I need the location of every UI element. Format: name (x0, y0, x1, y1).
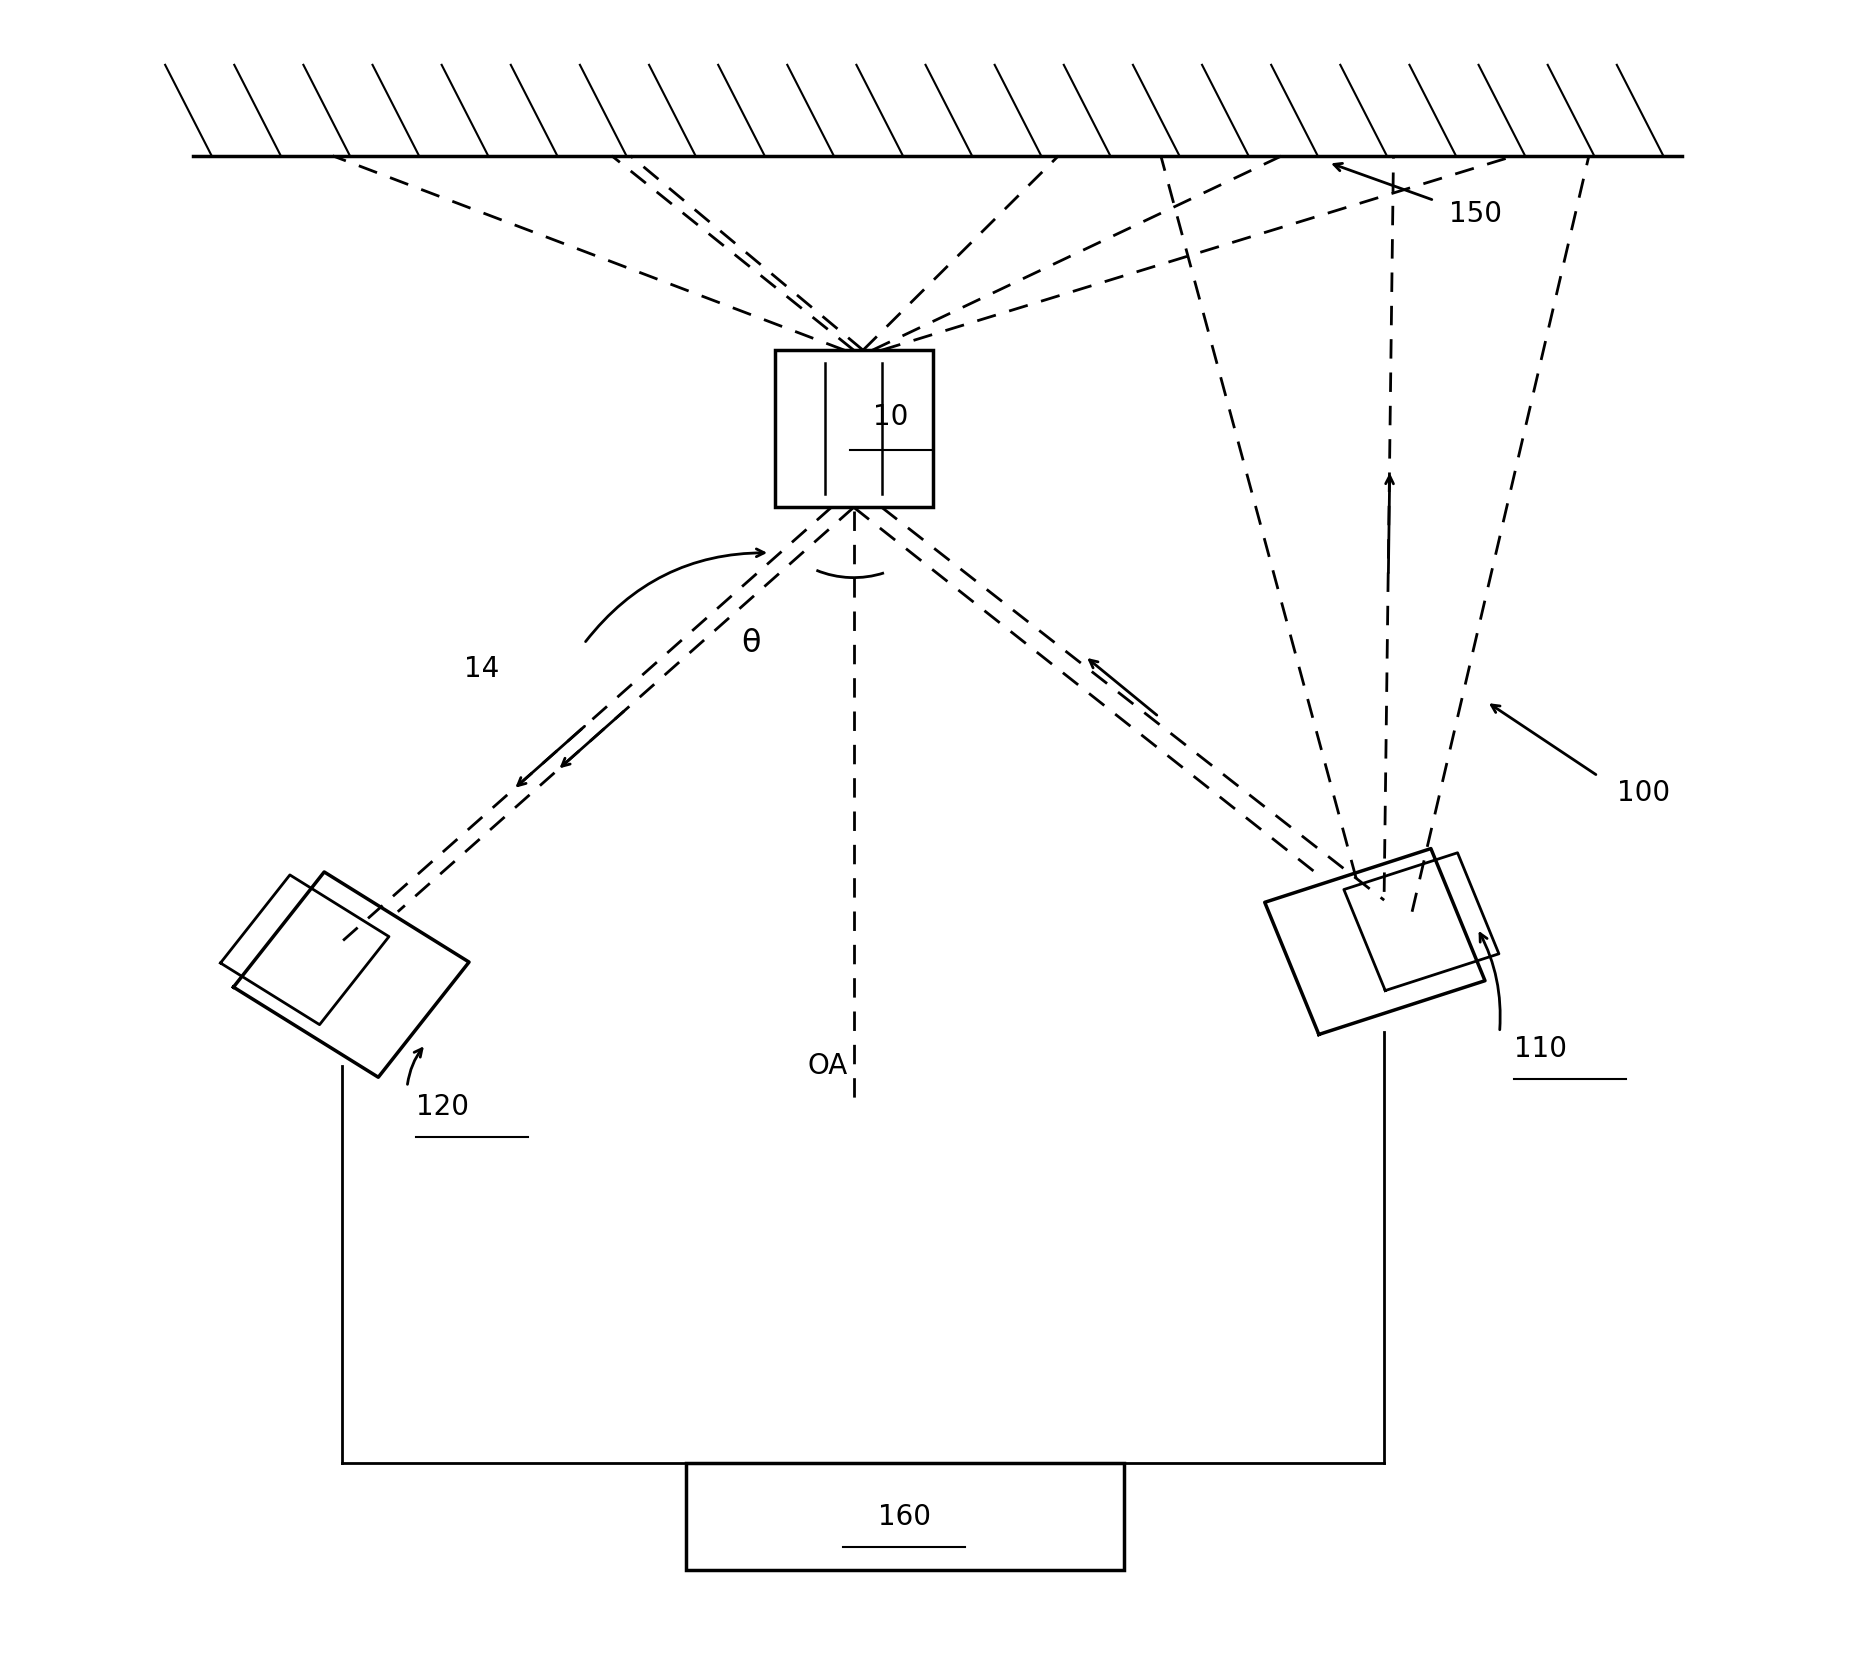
Text: 120: 120 (416, 1093, 469, 1121)
Text: 10: 10 (874, 404, 909, 430)
Text: θ: θ (742, 629, 761, 659)
Text: 100: 100 (1616, 779, 1671, 807)
Text: 150: 150 (1449, 200, 1502, 229)
Text: OA: OA (808, 1051, 848, 1079)
Text: 160: 160 (878, 1503, 930, 1531)
FancyArrowPatch shape (1333, 163, 1432, 200)
Text: 110: 110 (1515, 1036, 1567, 1063)
Bar (686, 1463, 1123, 1570)
FancyArrowPatch shape (1491, 706, 1596, 774)
FancyArrowPatch shape (407, 1049, 422, 1084)
Bar (774, 350, 934, 507)
FancyArrowPatch shape (1479, 934, 1500, 1029)
FancyArrowPatch shape (585, 549, 765, 642)
Text: 14: 14 (463, 654, 499, 682)
